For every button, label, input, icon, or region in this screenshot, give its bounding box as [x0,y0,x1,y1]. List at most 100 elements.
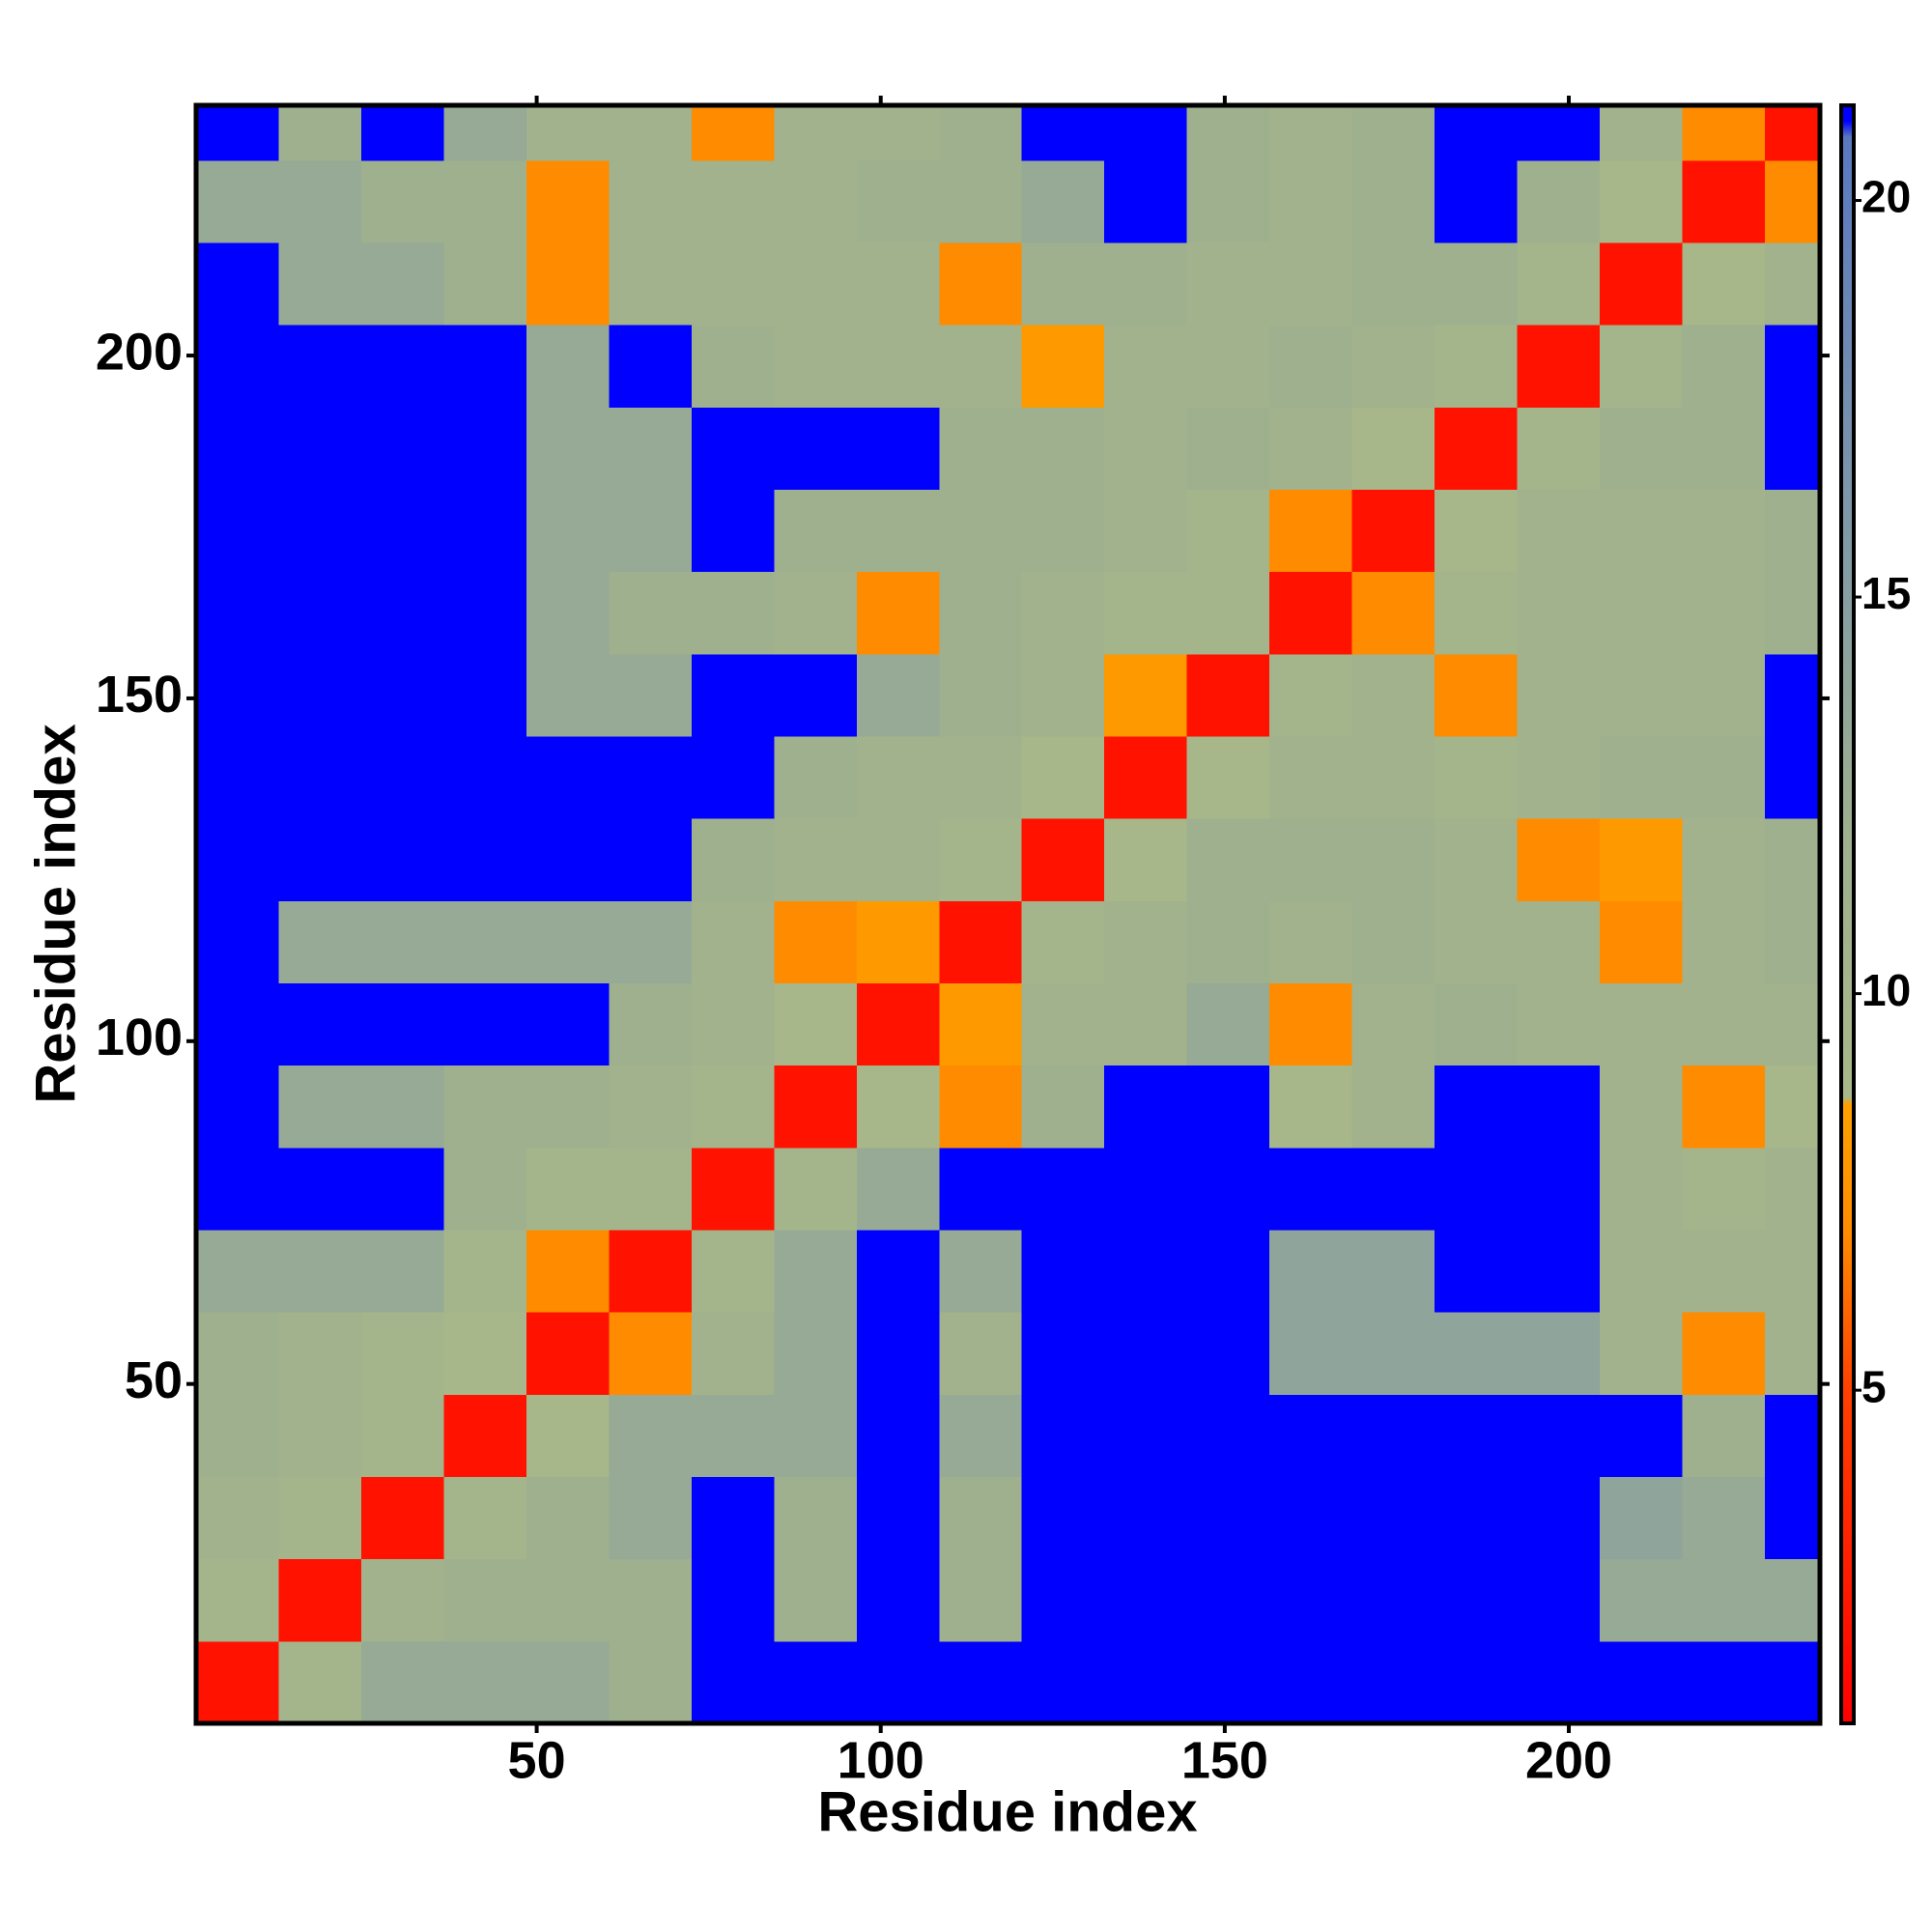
heatmap-cell [609,653,693,737]
heatmap-cell [1351,571,1435,655]
heatmap-cell [691,1558,775,1642]
heatmap-cell [278,982,362,1066]
heatmap-cell [1600,407,1684,490]
heatmap-cell [526,242,610,326]
heatmap-cell [609,105,693,161]
heatmap-cell [1682,325,1766,408]
heatmap-cell [1186,735,1270,819]
heatmap-cell [526,1394,610,1477]
heatmap-cell [1186,1640,1270,1724]
heatmap-cell [1186,325,1270,408]
heatmap-cell [1682,982,1766,1066]
heatmap-cell [1351,325,1435,408]
heatmap-cell [1021,1147,1105,1231]
heatmap-cell [1765,653,1821,737]
heatmap-cell [196,818,279,901]
heatmap-cell [1600,489,1684,573]
heatmap-cell [1765,1640,1821,1724]
heatmap-cell [1682,571,1766,655]
heatmap-cell [939,1312,1023,1395]
heatmap-cell [1517,1312,1601,1395]
heatmap-cell [1600,735,1684,819]
heatmap-cell [1186,242,1270,326]
heatmap-cell [1435,1312,1519,1395]
heatmap-cell [443,1312,527,1395]
heatmap-cell [1351,818,1435,901]
heatmap-cell [196,159,279,243]
heatmap-cell [1517,735,1601,819]
heatmap-cell [1517,242,1601,326]
heatmap-cell [196,1558,279,1642]
heatmap-cell [1104,653,1188,737]
heatmap-cell [1600,900,1684,983]
heatmap-cell [1351,105,1435,161]
heatmap-cell [526,818,610,901]
heatmap-cell [1104,1640,1188,1724]
heatmap-cell [1765,735,1821,819]
heatmap-cell [1517,653,1601,737]
heatmap-cell [774,1312,858,1395]
heatmap-cell [691,900,775,983]
heatmap-cell [443,1147,527,1231]
heatmap-cell [526,325,610,408]
heatmap-cell [360,571,444,655]
heatmap-cell [774,982,858,1066]
heatmap-cell [609,900,693,983]
heatmap-cell [1682,105,1766,161]
heatmap-cell [1682,1312,1766,1395]
heatmap-cell [1186,571,1270,655]
heatmap-cell [1021,407,1105,490]
heatmap-cell [939,818,1023,901]
heatmap-cell [443,407,527,490]
heatmap-cell [360,1394,444,1477]
heatmap-cell [1351,1065,1435,1149]
heatmap-cell [1765,1147,1821,1231]
heatmap-cell [774,735,858,819]
heatmap-cell [1186,407,1270,490]
heatmap-cell [1269,489,1353,573]
heatmap-cell [691,159,775,243]
heatmap-cell [1517,105,1601,161]
heatmap-cell [856,1640,940,1724]
heatmap-cell [939,1394,1023,1477]
y-tick-label: 100 [96,1009,183,1066]
heatmap-cell [1765,489,1821,573]
heatmap-cell [1682,1229,1766,1313]
heatmap-cell [1186,159,1270,243]
heatmap-cell [774,1640,858,1724]
heatmap-cell [1021,159,1105,243]
heatmap-cell [1765,105,1821,161]
heatmap-cell [1682,1394,1766,1477]
heatmap-cell [360,735,444,819]
heatmap-cell [1435,1147,1519,1231]
heatmap-cell [691,242,775,326]
heatmap-cell [526,653,610,737]
heatmap-cell [1351,1394,1435,1477]
heatmap-cell [939,735,1023,819]
heatmap-cell [609,242,693,326]
heatmap-cell [1435,1065,1519,1149]
heatmap-cell [939,1147,1023,1231]
heatmap-cell [360,1558,444,1642]
heatmap-cell [1104,489,1188,573]
heatmap-cell [1104,105,1188,161]
heatmap-cell [526,900,610,983]
heatmap-cell [278,105,362,161]
heatmap-cell [1765,1312,1821,1395]
heatmap-cell [856,571,940,655]
heatmap-cell [609,818,693,901]
heatmap-cell [1269,242,1353,326]
heatmap-cell [609,489,693,573]
heatmap-cell [360,900,444,983]
heatmap-cell [939,982,1023,1066]
heatmap-cell [360,653,444,737]
heatmap-cell [1021,1394,1105,1477]
heatmap-cell [1021,900,1105,983]
heatmap-cell [360,105,444,161]
heatmap-cell [443,1065,527,1149]
heatmap-cell [526,1558,610,1642]
heatmap-cell [1186,982,1270,1066]
heatmap-cell [1435,982,1519,1066]
heatmap-cell [360,1640,444,1724]
heatmap-cell [526,982,610,1066]
